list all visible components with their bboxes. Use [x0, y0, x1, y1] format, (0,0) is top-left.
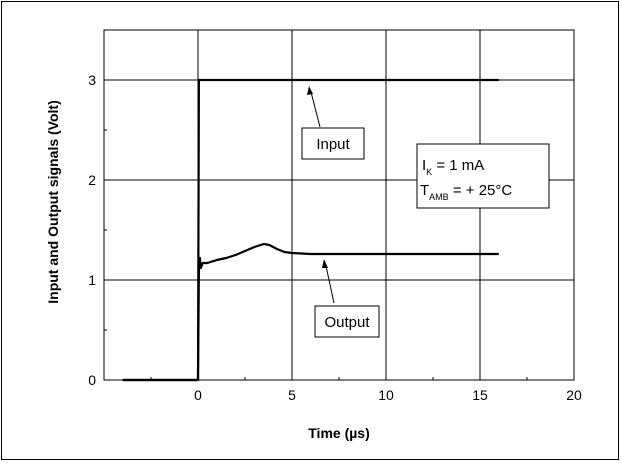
series-line-output	[122, 242, 499, 382]
ik-condition: IK = 1 mA	[422, 157, 484, 177]
x-tick-label: 0	[194, 387, 202, 403]
tamb-subscript: AMB	[429, 192, 449, 202]
y-axis-title: Input and Output signals (Volt)	[45, 100, 61, 304]
input-label-box	[301, 127, 365, 160]
output-arrow-line	[325, 265, 335, 304]
ik-subscript: K	[426, 167, 432, 177]
input-arrow-head	[307, 86, 313, 95]
input-arrow-line	[310, 91, 321, 128]
x-tick-label: 10	[378, 387, 394, 403]
input-label: Input	[316, 136, 350, 153]
y-tick-label: 2	[88, 172, 96, 188]
output-label-box	[314, 305, 380, 338]
ik-symbol: I	[422, 157, 426, 174]
x-tick-label: 5	[288, 387, 296, 403]
tamb-value: = + 25°C	[449, 182, 513, 199]
conditions-box	[416, 143, 550, 209]
x-tick-label: 15	[472, 387, 488, 403]
x-tick-label: 20	[566, 387, 582, 403]
tamb-condition: TAMB = + 25°C	[420, 182, 512, 202]
tick-group: 0 5 10 15 20 0 1 2 3	[88, 72, 582, 403]
output-arrow-head	[322, 259, 328, 268]
x-axis-title: Time (µs)	[308, 425, 370, 441]
y-tick-label: 0	[88, 372, 96, 388]
y-tick-label: 1	[88, 272, 96, 288]
y-tick-label: 3	[88, 72, 96, 88]
tamb-symbol: T	[420, 182, 429, 199]
series-group	[122, 78, 499, 382]
output-label: Output	[324, 314, 370, 331]
ik-value: = 1 mA	[432, 157, 484, 174]
series-line-input	[122, 78, 499, 382]
